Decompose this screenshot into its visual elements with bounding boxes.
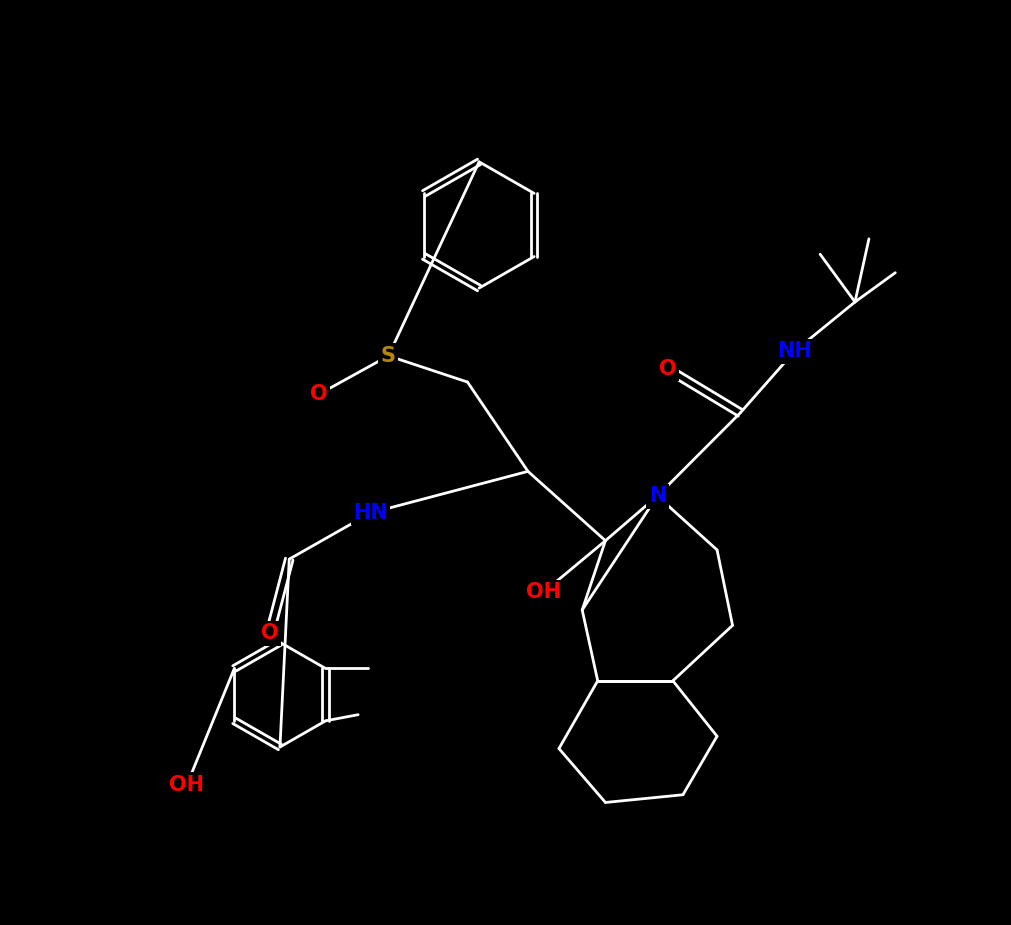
Text: O: O [658, 359, 675, 379]
Text: N: N [648, 486, 665, 506]
Text: NH: NH [776, 341, 811, 362]
Text: O: O [261, 623, 278, 643]
Text: HN: HN [353, 503, 387, 523]
Text: S: S [380, 346, 395, 366]
Text: OH: OH [169, 775, 204, 795]
Text: OH: OH [526, 582, 560, 602]
Text: O: O [309, 385, 328, 404]
